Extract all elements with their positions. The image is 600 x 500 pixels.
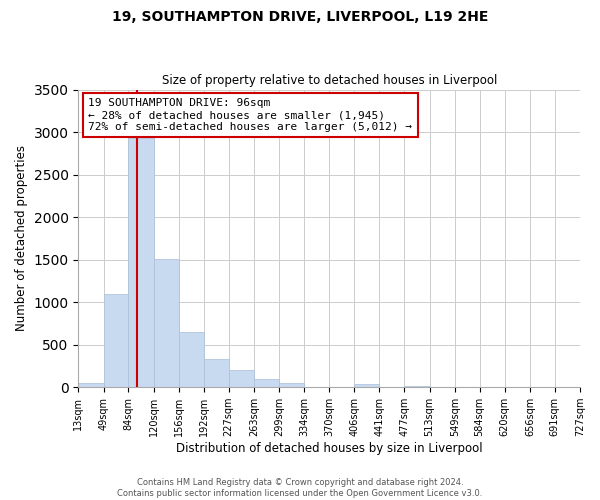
Text: 19, SOUTHAMPTON DRIVE, LIVERPOOL, L19 2HE: 19, SOUTHAMPTON DRIVE, LIVERPOOL, L19 2H… (112, 10, 488, 24)
Bar (79, 383, 104, 387)
Bar (179, 332, 204, 387)
Bar (355, 384, 379, 387)
Title: Size of property relative to detached houses in Liverpool: Size of property relative to detached ho… (161, 74, 497, 87)
Text: 19 SOUTHAMPTON DRIVE: 96sqm
← 28% of detached houses are smaller (1,945)
72% of : 19 SOUTHAMPTON DRIVE: 96sqm ← 28% of det… (88, 98, 412, 132)
Bar (280, 383, 304, 387)
Bar (254, 378, 280, 387)
Y-axis label: Number of detached properties: Number of detached properties (15, 146, 28, 332)
Text: Contains HM Land Registry data © Crown copyright and database right 2024.
Contai: Contains HM Land Registry data © Crown c… (118, 478, 482, 498)
Bar (104, 294, 128, 387)
Bar (154, 259, 179, 387)
X-axis label: Distribution of detached houses by size in Liverpool: Distribution of detached houses by size … (176, 442, 482, 455)
Bar (229, 370, 254, 387)
Bar (204, 359, 229, 387)
Bar (404, 386, 430, 387)
Bar (128, 138, 154, 387)
